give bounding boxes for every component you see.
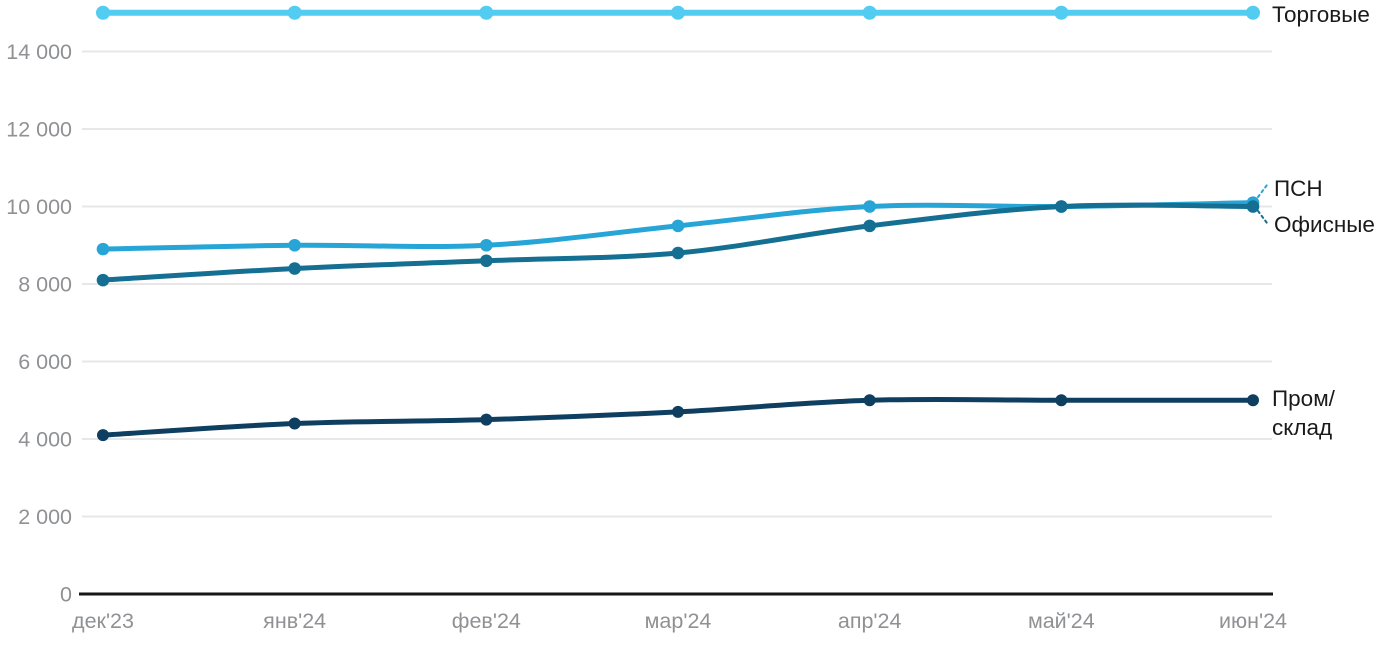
svg-text:12 000: 12 000 [6,118,72,142]
svg-text:8 000: 8 000 [18,273,72,297]
svg-text:фев'24: фев'24 [452,609,521,633]
series-label-ofisnye: Офисные [1274,212,1375,237]
series-label-torgovye: Торговые [1272,2,1370,27]
svg-text:янв'24: янв'24 [263,609,326,633]
svg-text:июн'24: июн'24 [1219,609,1287,633]
svg-text:мар'24: мар'24 [645,609,712,633]
series-label-psn: ПСН [1274,176,1323,201]
svg-text:май'24: май'24 [1028,609,1095,633]
series-label-prom-sklad: Пром/склад [1272,384,1335,442]
svg-text:14 000: 14 000 [6,40,72,64]
svg-text:4 000: 4 000 [18,428,72,452]
series-label-prom-line2: склад [1272,415,1333,440]
svg-text:апр'24: апр'24 [838,609,902,633]
svg-text:6 000: 6 000 [18,350,72,374]
svg-text:10 000: 10 000 [6,195,72,219]
svg-text:дек'23: дек'23 [72,609,134,633]
svg-text:0: 0 [60,583,72,607]
svg-text:2 000: 2 000 [18,505,72,529]
series-label-prom-line1: Пром/ [1272,386,1335,411]
